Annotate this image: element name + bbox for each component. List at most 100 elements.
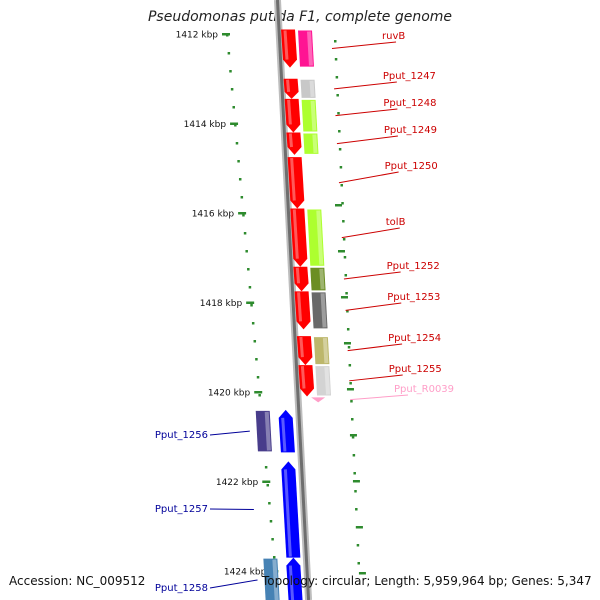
gc-dot-left [272, 556, 276, 559]
function-box [301, 99, 318, 132]
gc-dot-left [258, 394, 261, 397]
gene-shading [300, 366, 306, 389]
gene-arrow [281, 461, 301, 558]
function-box [300, 79, 316, 98]
gene-shading [288, 565, 295, 600]
gene-shading [281, 417, 287, 452]
tick-mark [246, 301, 255, 304]
gc-dash-right [352, 480, 360, 483]
tick-label: 1424 kbp [224, 568, 267, 578]
gc-dash-right [346, 388, 354, 391]
gc-dot-right [336, 94, 339, 97]
gene-label: Pput_1256 [155, 430, 208, 441]
gene-arrow [286, 557, 303, 600]
gc-dot-right [334, 58, 338, 61]
tick-label: 1416 kbp [192, 210, 235, 220]
tick-mark [230, 122, 239, 125]
gene-arrow [298, 365, 315, 397]
function-shading [320, 293, 327, 328]
tick-label: 1412 kbp [176, 31, 219, 41]
genome-backbone [273, 0, 313, 600]
gc-dot-right [353, 472, 356, 475]
gc-dot-right [346, 310, 349, 313]
map-title: Pseudomonas putida F1, complete genome [147, 9, 453, 25]
gc-dot-right [350, 400, 353, 403]
tick-label: 1422 kbp [216, 478, 259, 488]
gc-dot-right [347, 346, 351, 349]
gc-dot-right [346, 328, 350, 331]
function-shading [264, 411, 271, 451]
gc-dot-left [240, 196, 244, 199]
function-shading [272, 559, 279, 600]
gc-dot-left [271, 538, 274, 541]
gene-shading [286, 79, 291, 92]
label-leader [209, 430, 250, 436]
function-box [263, 558, 280, 600]
kbp-ruler: 1412 kbp 1414 kbp 1416 kbp 1418 kbp 1420 kbp… [176, 31, 279, 578]
gene-shading [292, 209, 299, 259]
gc-dot-right [338, 148, 342, 151]
gene-label: Pput_1255 [389, 364, 442, 375]
gc-dot-left [230, 88, 234, 91]
gc-dot-left [264, 466, 268, 469]
function-shading [307, 31, 313, 66]
function-box [311, 292, 328, 329]
gene-arrow [293, 266, 309, 292]
gc-dot-left [237, 160, 240, 163]
gene-arrow [296, 336, 313, 366]
gc-dash-right [337, 250, 345, 253]
tick-label: 1420 kbp [208, 389, 251, 399]
function-shading [310, 100, 317, 131]
gc-dot-left [255, 358, 258, 361]
gc-dot-right [339, 166, 343, 169]
function-shading [319, 268, 325, 290]
gene-shading [295, 267, 301, 284]
gc-dot-right [337, 112, 340, 115]
gc-dot-left [253, 340, 257, 343]
tick-mark [238, 212, 247, 215]
gene-shading [283, 30, 289, 60]
function-box [315, 366, 332, 396]
gc-dot-left [229, 70, 232, 73]
gc-dot-left [248, 286, 252, 289]
gene-label: Pput_1248 [383, 98, 436, 109]
label-leader [341, 227, 400, 239]
gene-arrow [290, 208, 308, 267]
tick-mark [254, 391, 263, 394]
gene-arrow [284, 98, 301, 133]
gc-dot-left [242, 214, 245, 217]
gene-label: Pput_1253 [387, 292, 440, 303]
gene-track [255, 29, 332, 600]
function-shading [324, 367, 331, 395]
function-box [255, 410, 272, 452]
label-leader [347, 343, 403, 352]
label-leader [336, 135, 398, 145]
function-shading [322, 337, 329, 364]
gc-dot-right [355, 508, 358, 511]
gc-dot-left [234, 124, 237, 127]
gc-dot-left [250, 304, 253, 307]
gc-dot-right [342, 238, 346, 241]
gene-shading [290, 157, 296, 201]
gene-labels: ruvB Pput_1247 Pput_1248 Pput_1249 Pput_1250… [155, 31, 454, 594]
gc-dot-right [356, 544, 360, 547]
function-box [298, 30, 314, 67]
tick-label: 1414 kbp [184, 120, 227, 130]
gene-shading [287, 99, 292, 125]
gc-dash-right [343, 342, 351, 345]
gc-dot-right [344, 274, 348, 277]
topology-text: Topology: circular; Length: 5,959,964 bp… [262, 574, 592, 588]
gc-dot-left [245, 250, 248, 253]
gene-label: Pput_1247 [383, 71, 436, 82]
gene-label: ruvB [382, 31, 405, 42]
gene-shading [299, 336, 304, 358]
gene-shading [297, 292, 303, 322]
gc-dot-left [232, 106, 235, 109]
gene-arrow [278, 409, 295, 453]
gc-dot-left [268, 502, 271, 505]
gene-shading [283, 469, 292, 557]
gc-dot-right [354, 490, 357, 493]
function-shading [312, 134, 318, 153]
function-box [313, 337, 330, 365]
gene-label: Pput_1250 [385, 161, 438, 172]
